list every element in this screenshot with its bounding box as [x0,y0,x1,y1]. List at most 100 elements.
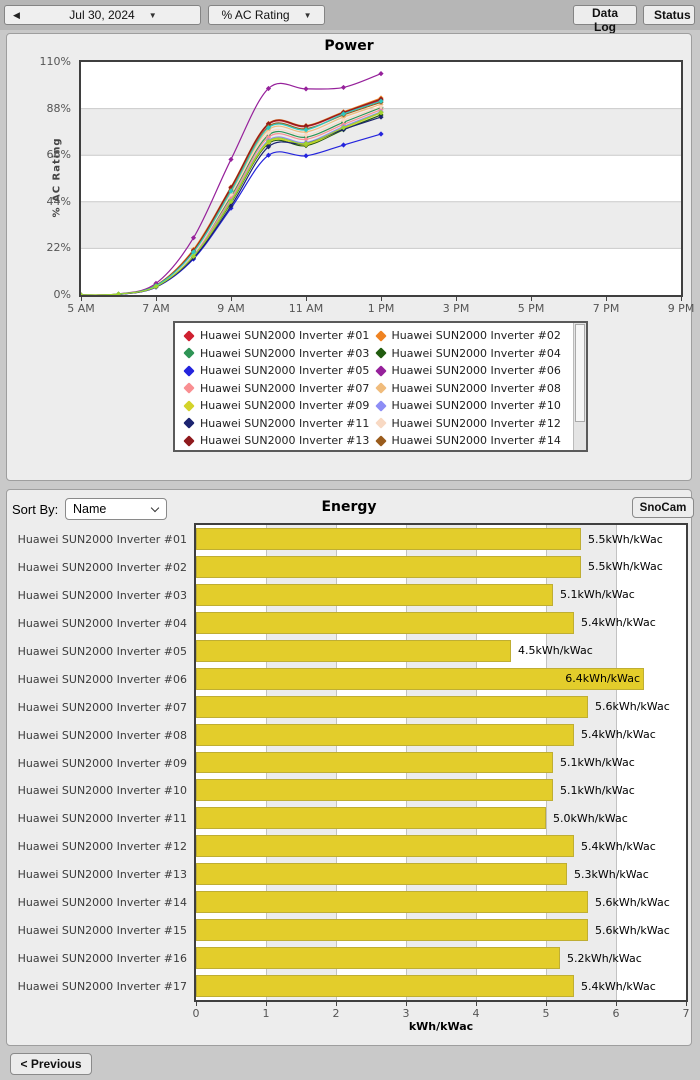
legend-item[interactable]: Huawei SUN2000 Inverter #05 [183,364,377,378]
energy-x-tick: 2 [332,1007,340,1020]
energy-bar [196,919,588,942]
legend-item[interactable]: Huawei SUN2000 Inverter #12 [374,416,569,430]
energy-bar-value: 5.1kWh/kWac [560,756,635,770]
energy-bar-value: 5.5kWh/kWac [588,560,663,574]
data-log-button[interactable]: Data Log [573,5,637,34]
date-picker[interactable]: ◀ Jul 30, 2024 ▼ [4,5,201,25]
previous-button[interactable]: < Previous [10,1053,92,1075]
energy-bar-value: 5.1kWh/kWac [560,783,635,797]
power-data-marker [303,132,309,138]
power-x-tick: 9 AM [217,302,245,315]
legend-item-label: Huawei SUN2000 Inverter #08 [391,381,561,395]
power-data-marker [265,144,272,150]
energy-bar [196,583,553,606]
energy-panel: Sort By: Name Energy SnoCam 5.5kWh/kWac 5… [6,489,694,1046]
legend-item-label: Huawei SUN2000 Inverter #12 [391,416,561,430]
legend-item[interactable]: Huawei SUN2000 Inverter #01 [183,329,377,342]
status-button[interactable]: Status [643,5,695,25]
power-data-marker [228,203,234,209]
sort-select-wrap: Name [65,498,167,520]
snocam-button[interactable]: SnoCam [632,497,694,518]
energy-x-tick: 0 [192,1007,200,1020]
energy-bar-value: 5.4kWh/kWac [581,616,656,630]
energy-x-tick: 5 [542,1007,550,1020]
power-x-tickmark [306,297,307,301]
energy-chart-title: Energy [321,499,377,515]
energy-x-tickmark [196,1002,197,1006]
energy-bar [196,779,553,802]
energy-x-tickmark [476,1002,477,1006]
legend-item[interactable]: Huawei SUN2000 Inverter #08 [374,381,569,395]
power-x-tickmark [156,297,157,301]
energy-row-label: Huawei SUN2000 Inverter #12 [17,840,187,854]
energy-bar [196,891,588,914]
energy-row-label: Huawei SUN2000 Inverter #11 [17,812,187,826]
energy-row-label: Huawei SUN2000 Inverter #10 [17,784,187,798]
legend-item[interactable]: Huawei SUN2000 Inverter #06 [374,364,569,377]
power-data-marker [378,98,384,104]
energy-row-label: Huawei SUN2000 Inverter #01 [17,533,187,546]
power-lines-svg [78,71,681,298]
energy-x-tick: 7 [682,1007,690,1020]
legend-item[interactable]: Huawei SUN2000 Inverter #04 [374,347,569,360]
energy-row-label: Huawei SUN2000 Inverter #16 [17,952,187,966]
legend-marker-icon [374,365,387,377]
legend-item[interactable]: Huawei SUN2000 Inverter #11 [183,417,377,430]
power-y-tick: 22% [46,241,71,255]
legend-item[interactable]: Huawei SUN2000 Inverter #07 [183,382,377,395]
power-data-marker [228,198,234,204]
power-data-marker [378,71,384,77]
energy-row-label: Huawei SUN2000 Inverter #02 [17,560,187,574]
energy-bar-value: 5.0kWh/kWac [553,811,628,825]
energy-bar [196,555,581,578]
legend-item[interactable]: Huawei SUN2000 Inverter #09 [183,399,377,413]
power-data-marker [303,140,309,147]
energy-bar [196,528,581,550]
energy-row-label: Huawei SUN2000 Inverter #13 [17,868,187,882]
energy-plot-area: 5.5kWh/kWac 5.5kWh/kWac 5.1kWh/kWac 5.4kWh/… [194,523,688,1002]
energy-bar [196,667,644,690]
power-data-marker [265,130,272,136]
legend-item-label: Huawei SUN2000 Inverter #09 [200,399,370,413]
power-x-tickmark [456,297,457,301]
energy-bar [196,947,560,970]
legend-item-label: Huawei SUN2000 Inverter #05 [200,364,370,378]
legend-item[interactable]: Huawei SUN2000 Inverter #02 [374,329,569,343]
metric-select[interactable]: % AC Rating ▼ [208,5,325,25]
energy-gridline [615,525,617,1000]
legend-item[interactable]: Huawei SUN2000 Inverter #14 [374,434,569,447]
energy-x-tickmark [546,1002,547,1006]
power-data-marker [265,125,272,131]
power-data-marker [303,127,309,133]
energy-bar [196,807,546,830]
date-label: Jul 30, 2024 [69,8,135,22]
legend-item[interactable]: Huawei SUN2000 Inverter #10 [374,399,569,413]
legend-item[interactable]: Huawei SUN2000 Inverter #13 [183,434,377,447]
legend-item-label: Huawei SUN2000 Inverter #02 [391,329,561,343]
legend-item[interactable]: Huawei SUN2000 Inverter #03 [183,347,377,360]
prev-day-icon[interactable]: ◀ [13,9,20,20]
metric-dropdown-icon[interactable]: ▼ [303,10,312,20]
legend-scrollbar-thumb[interactable] [575,324,585,422]
energy-x-axis-label: kWh/kWac [408,1020,474,1033]
energy-bar-value: 5.6kWh/kWac [595,895,670,909]
legend-item-label: Huawei SUN2000 Inverter #10 [391,399,561,413]
power-x-tickmark [531,297,532,301]
date-dropdown-icon[interactable]: ▼ [148,10,157,20]
energy-row-label: Huawei SUN2000 Inverter #06 [17,672,187,686]
power-y-tick: 88% [46,101,71,115]
power-data-marker [303,153,309,159]
energy-bar [196,639,511,662]
power-x-tick: 3 PM [442,302,470,315]
sort-select[interactable]: Name [65,498,167,520]
power-data-marker [378,109,384,116]
legend-scrollbar[interactable] [573,323,586,450]
power-x-tick: 1 PM [367,302,395,315]
energy-x-tick: 3 [402,1007,410,1020]
power-x-tick: 7 PM [592,302,620,315]
energy-bar-value: 5.5kWh/kWac [588,532,663,546]
energy-bar [196,835,574,858]
legend-marker-icon [183,417,195,429]
legend-marker-icon [374,382,387,394]
energy-x-tickmark [336,1002,337,1006]
